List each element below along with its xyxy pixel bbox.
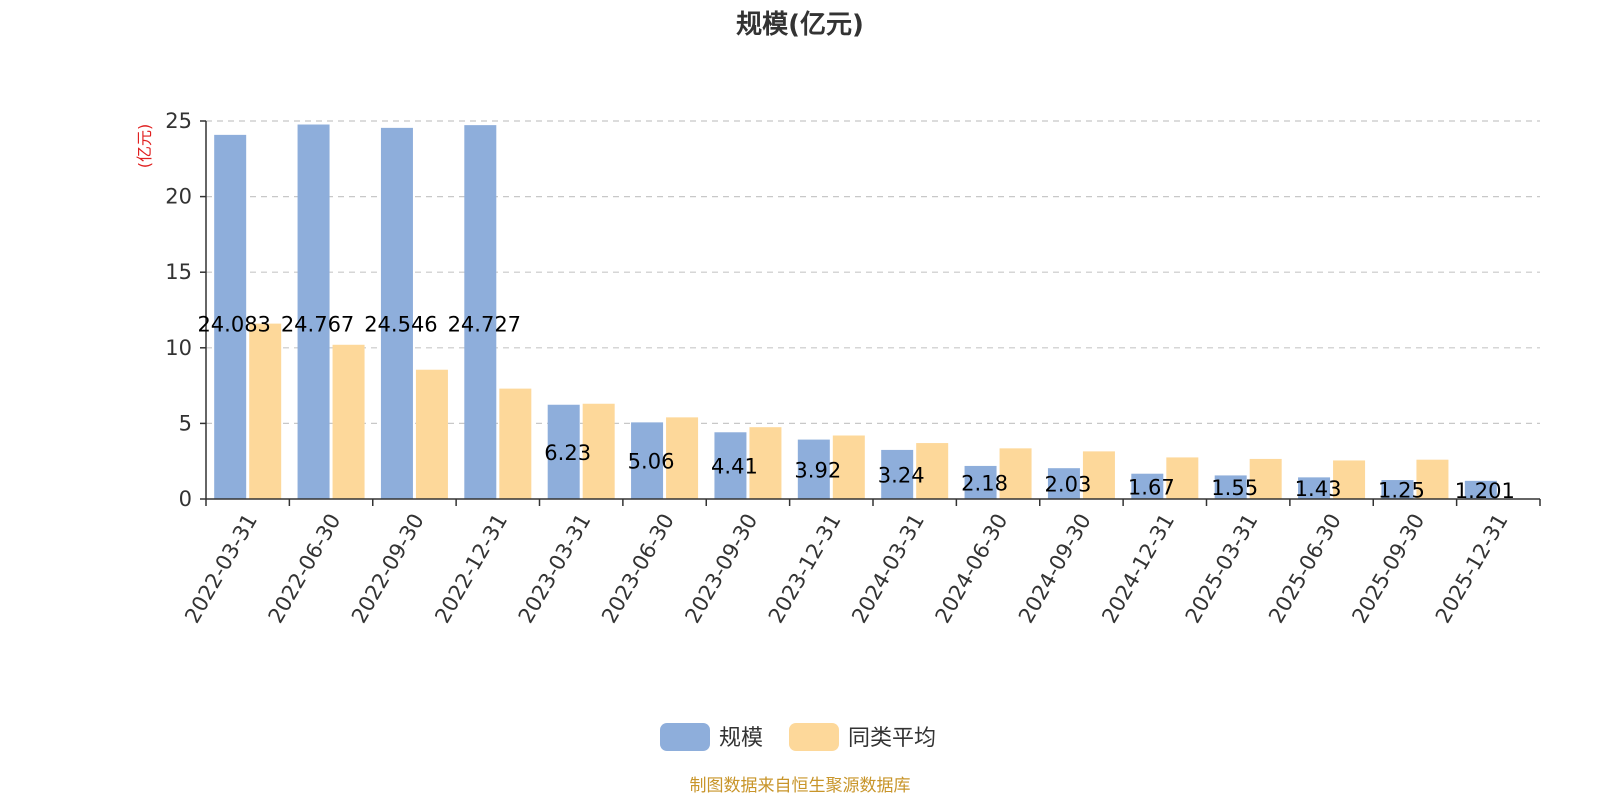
- data-label: 1.25: [1378, 479, 1425, 503]
- chart-title: 规模(亿元): [736, 10, 864, 40]
- data-labels: 24.083 24.767 24.546 24.727 6.23 5.06 4.41 3.92…: [197, 313, 1514, 503]
- y-tick-label: 10: [165, 336, 192, 360]
- bar-peer-average[interactable]: [1333, 460, 1366, 499]
- x-tick-label: 2023-12-31: [764, 510, 846, 628]
- bar-scale[interactable]: [1464, 480, 1497, 499]
- bar-scale[interactable]: [714, 432, 747, 499]
- bar-peer-average[interactable]: [249, 323, 282, 499]
- data-label: 3.92: [794, 458, 841, 482]
- x-tick-label: 2023-06-30: [597, 510, 679, 628]
- bar-scale[interactable]: [1131, 473, 1164, 499]
- x-tick-label: 2025-12-31: [1431, 510, 1513, 628]
- data-source-note: 制图数据来自恒生聚源数据库: [690, 776, 911, 796]
- data-label: 1.55: [1211, 476, 1258, 500]
- data-label: 24.767: [281, 313, 354, 337]
- data-label: 24.083: [197, 313, 270, 337]
- data-label: 2.03: [1045, 473, 1092, 497]
- bar-peer-average[interactable]: [1082, 451, 1115, 499]
- legend[interactable]: 规模 同类平均: [660, 723, 936, 751]
- data-label: 1.43: [1295, 477, 1342, 501]
- x-tick-label: 2022-12-31: [430, 510, 512, 628]
- x-tick-label: 2025-09-30: [1347, 510, 1429, 628]
- x-tick-label: 2025-03-31: [1181, 510, 1263, 628]
- y-tick-label: 20: [165, 185, 192, 209]
- bar-peer-average[interactable]: [1249, 458, 1282, 499]
- bar-scale[interactable]: [1298, 477, 1331, 499]
- legend-swatch[interactable]: [789, 723, 839, 751]
- x-tick-label: 2022-06-30: [264, 510, 346, 628]
- y-tick-label: 0: [179, 487, 192, 511]
- bar-peer-average[interactable]: [749, 427, 782, 499]
- bar-scale[interactable]: [547, 404, 580, 499]
- y-tick-label: 5: [179, 411, 192, 435]
- x-tick-label: 2024-09-30: [1014, 510, 1096, 628]
- bar-scale[interactable]: [964, 465, 997, 499]
- x-tick-label: 2024-12-31: [1097, 510, 1179, 628]
- data-label: 1.201: [1455, 479, 1515, 503]
- y-tick-label: 25: [165, 109, 192, 133]
- data-label: 24.546: [364, 313, 437, 337]
- y-axis-unit: (亿元): [135, 124, 154, 169]
- data-label: 1.67: [1128, 475, 1175, 499]
- y-tick-label: 15: [165, 260, 192, 284]
- bars: [214, 124, 1497, 500]
- bar-scale[interactable]: [464, 125, 497, 500]
- data-label: 24.727: [448, 313, 521, 337]
- bar-peer-average[interactable]: [832, 435, 865, 499]
- bar-scale[interactable]: [881, 449, 914, 499]
- legend-swatch[interactable]: [660, 723, 710, 751]
- x-tick-label: 2024-06-30: [931, 510, 1013, 628]
- bar-peer-average[interactable]: [1416, 459, 1449, 499]
- bar-scale[interactable]: [1381, 480, 1414, 499]
- bar-scale[interactable]: [1047, 468, 1080, 499]
- bar-scale[interactable]: [297, 124, 330, 500]
- bar-peer-average[interactable]: [332, 344, 365, 499]
- bar-peer-average[interactable]: [916, 443, 949, 499]
- legend-label[interactable]: 规模: [719, 726, 763, 751]
- bar-peer-average[interactable]: [666, 417, 699, 499]
- bar-peer-average[interactable]: [582, 403, 615, 499]
- bar-scale[interactable]: [797, 439, 830, 499]
- bar-scale[interactable]: [1214, 475, 1247, 499]
- x-tick-label: 2024-03-31: [847, 510, 929, 628]
- data-label: 3.24: [878, 463, 925, 487]
- x-tick-label: 2025-06-30: [1264, 510, 1346, 628]
- x-tick-label: 2022-03-31: [180, 510, 262, 628]
- data-label: 6.23: [544, 441, 591, 465]
- x-tick-label: 2023-03-31: [514, 510, 596, 628]
- bar-peer-average[interactable]: [1166, 457, 1199, 499]
- bar-peer-average[interactable]: [999, 448, 1032, 499]
- axes: 0 5 10 15 20 25 2022-03-31 2022-06-30 2022-09-30…: [165, 109, 1541, 628]
- data-label: 5.06: [628, 450, 675, 474]
- data-label: 4.41: [711, 455, 758, 479]
- bar-scale[interactable]: [380, 127, 413, 500]
- x-tick-label: 2023-09-30: [680, 510, 762, 628]
- legend-label[interactable]: 同类平均: [848, 726, 936, 751]
- bar-peer-average[interactable]: [415, 369, 448, 499]
- bar-peer-average[interactable]: [499, 388, 532, 499]
- bar-scale[interactable]: [214, 134, 247, 499]
- x-tick-label: 2022-09-30: [347, 510, 429, 628]
- data-label: 2.18: [961, 471, 1008, 495]
- bar-scale[interactable]: [631, 422, 664, 499]
